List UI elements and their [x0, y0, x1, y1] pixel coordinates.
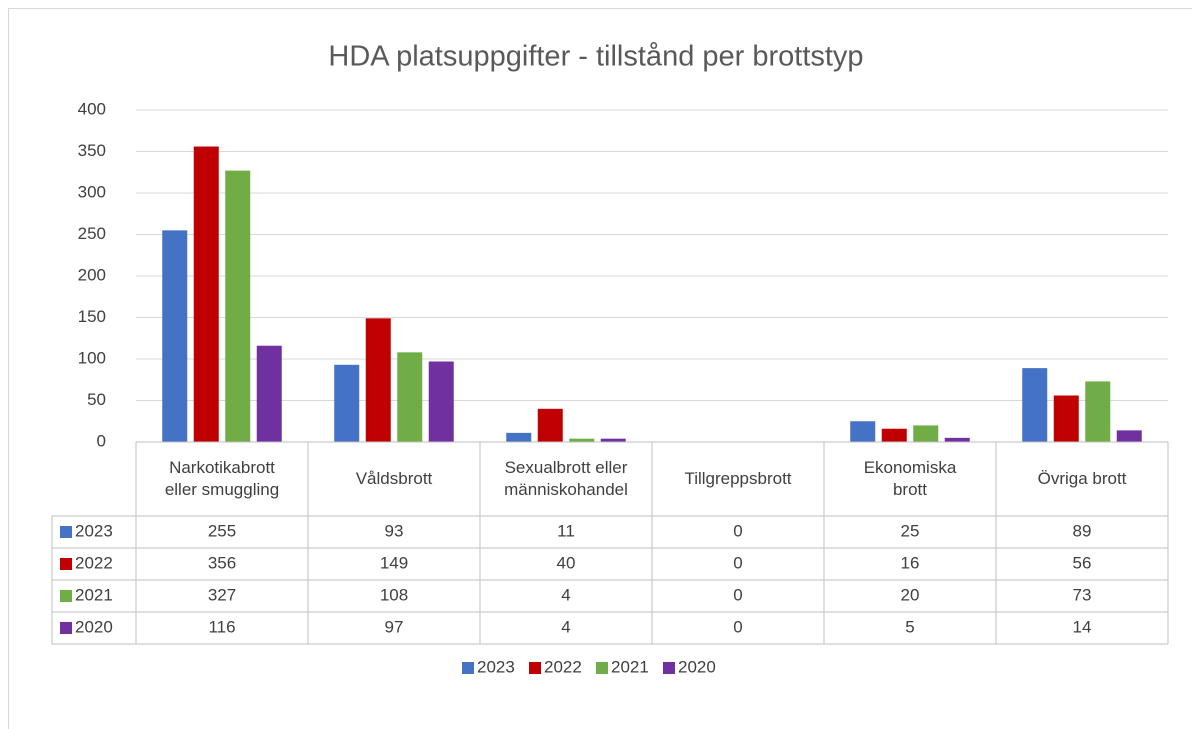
bar	[600, 438, 626, 442]
table-value: 149	[380, 553, 408, 572]
x-tick-label: Narkotikabrott eller smuggling	[164, 458, 280, 499]
x-tick-label-box: Våldsbrott	[355, 469, 433, 488]
bar	[225, 170, 251, 442]
table-value: 5	[905, 617, 914, 636]
bar	[334, 364, 360, 442]
table-value: 255	[208, 521, 236, 540]
table-value: 93	[385, 521, 404, 540]
table-value: 20	[901, 585, 920, 604]
bar	[1053, 395, 1079, 442]
bar	[162, 230, 188, 442]
legend-label: 2021	[611, 657, 649, 676]
legend-label: 2022	[544, 657, 582, 676]
x-tick-label-box: Ekonomiska brott	[863, 458, 957, 499]
table-series-name: 2023	[75, 521, 113, 540]
legend-label: 2020	[678, 657, 716, 676]
table-value: 97	[385, 617, 404, 636]
y-tick-label: 350	[78, 141, 106, 160]
bar	[193, 146, 219, 442]
table-value: 0	[733, 553, 742, 572]
x-tick-label-box: Tillgreppsbrott	[684, 469, 792, 488]
table-value: 0	[733, 585, 742, 604]
bar	[850, 421, 876, 442]
table-series-name: 2020	[75, 617, 113, 636]
legend-key	[596, 662, 608, 674]
bar	[506, 432, 532, 442]
x-tick-label-box: Sexualbrott eller människohandel	[504, 458, 628, 499]
bar	[1116, 430, 1142, 442]
table-value: 56	[1073, 553, 1092, 572]
y-tick-label: 250	[78, 224, 106, 243]
bar	[397, 352, 423, 442]
table-legend-key	[60, 558, 72, 570]
y-tick-label: 150	[78, 307, 106, 326]
table-value: 16	[901, 553, 920, 572]
table-value: 14	[1073, 617, 1092, 636]
bar	[537, 408, 563, 442]
bar	[569, 438, 595, 442]
table-value: 25	[901, 521, 920, 540]
x-tick-label: Övriga brott	[1037, 469, 1127, 488]
y-tick-label: 400	[78, 99, 106, 118]
y-tick-label: 0	[97, 431, 106, 450]
table-value: 73	[1073, 585, 1092, 604]
legend-label: 2023	[477, 657, 515, 676]
x-tick-label: Våldsbrott	[355, 469, 433, 488]
bar	[881, 428, 907, 442]
y-tick-label: 300	[78, 182, 106, 201]
table-series-name: 2022	[75, 553, 113, 572]
legend-key	[663, 662, 675, 674]
bar	[1022, 368, 1048, 442]
table-value: 11	[557, 521, 575, 540]
table-value: 89	[1073, 521, 1092, 540]
x-tick-label-box: Narkotikabrott eller smuggling	[164, 458, 280, 499]
bar	[913, 425, 939, 442]
x-tick-label: Tillgreppsbrott	[684, 469, 792, 488]
table-value: 4	[561, 617, 570, 636]
table-value: 327	[208, 585, 236, 604]
y-tick-label: 50	[87, 390, 106, 409]
table-value: 0	[733, 617, 742, 636]
table-legend-key	[60, 526, 72, 538]
table-value: 4	[561, 585, 570, 604]
table-series-name: 2021	[75, 585, 113, 604]
x-tick-label: Ekonomiska brott	[863, 458, 957, 499]
x-tick-label: Sexualbrott eller människohandel	[504, 458, 628, 499]
y-tick-label: 200	[78, 265, 106, 284]
bar	[944, 437, 970, 442]
legend-key	[529, 662, 541, 674]
table-value: 116	[208, 617, 235, 636]
bar	[365, 318, 391, 442]
y-tick-label: 100	[78, 348, 106, 367]
table-value: 40	[557, 553, 576, 572]
table-value: 0	[733, 521, 742, 540]
table-legend-key	[60, 622, 72, 634]
bar	[1085, 381, 1111, 442]
chart-title: HDA platsuppgifter - tillstånd per brott…	[328, 41, 863, 73]
x-tick-label-box: Övriga brott	[1037, 469, 1127, 488]
bar	[428, 361, 454, 442]
legend-key	[462, 662, 474, 674]
table-value: 356	[208, 553, 236, 572]
table-legend-key	[60, 590, 72, 602]
bar	[256, 345, 282, 442]
table-value: 108	[380, 585, 408, 604]
